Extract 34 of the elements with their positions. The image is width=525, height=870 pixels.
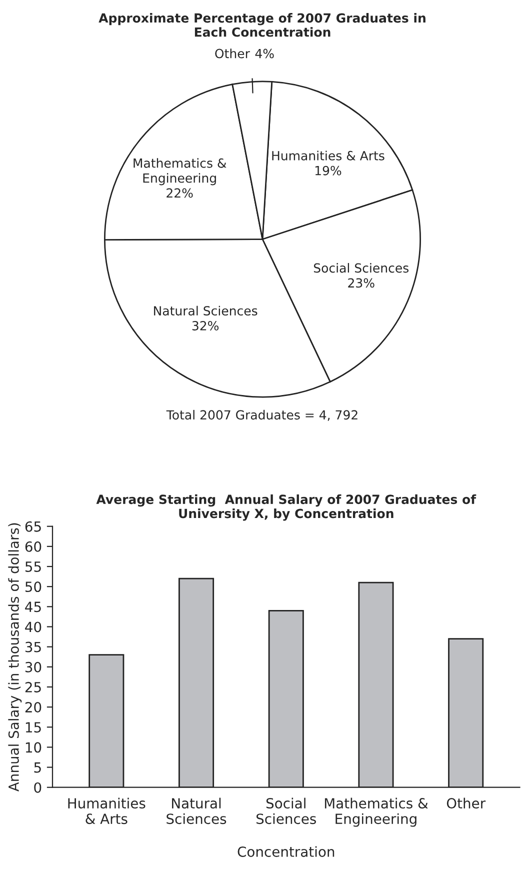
y-tick-label: 20 [25, 702, 42, 713]
y-tick-label: 5 [34, 762, 41, 773]
y-tick-label: 55 [25, 562, 41, 572]
x-tick-label: Humanities & Arts [68, 798, 146, 824]
y-tick-label: 30 [25, 662, 42, 672]
x-tick-label: Other [446, 798, 486, 809]
data-label: 23% [348, 278, 374, 288]
x-tick-label: Social Sciences [256, 798, 316, 824]
y-tick-label: 50 [25, 582, 42, 592]
data-label: 4% [255, 48, 274, 58]
y-tick-label: 35 [25, 642, 41, 652]
y-tick-label: 65 [25, 521, 41, 532]
y-tick-label: 0 [34, 782, 42, 793]
x-axis-title: Concentration [238, 846, 334, 857]
data-label: 19% [315, 166, 342, 176]
chart-title: Average Starting Annual Salary of 2007 Graduates of University X, by Concentration [96, 494, 476, 521]
y-tick-label: 10 [26, 742, 42, 753]
text: Total 2007 Graduates = 4, 792 [166, 410, 358, 421]
x-tick-label: Natural Sciences [166, 798, 226, 824]
y-tick-label: 15 [26, 722, 41, 733]
y-tick-label: 45 [25, 602, 41, 612]
slice-label: Humanities & Arts [272, 150, 384, 160]
y-tick-label: 25 [25, 682, 41, 692]
slice-label: Natural Sciences [154, 306, 258, 316]
slice-label: Mathematics & Engineering [134, 158, 226, 186]
y-axis-title: Annual Salary (in thousands of dollars) [8, 523, 22, 792]
y-tick-label: 60 [25, 541, 42, 552]
data-label: 32% [192, 321, 219, 330]
chart-title: Approximate Percentage of 2007 Graduates in Each Concentration [98, 13, 426, 37]
y-tick-label: 40 [25, 622, 42, 632]
data-label: 22% [166, 188, 193, 198]
x-tick-label: Mathematics & Engineering [324, 798, 428, 827]
slice-label: Other [215, 48, 250, 58]
slice-label: Social Sciences [314, 263, 409, 273]
